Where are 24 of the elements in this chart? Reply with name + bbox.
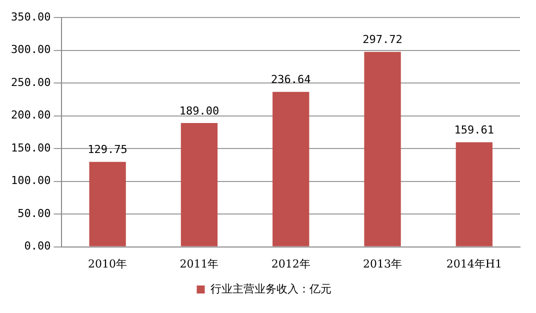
legend-label: 行业主营业务收入：亿元 bbox=[210, 282, 332, 296]
data-label: 297.72 bbox=[362, 33, 402, 46]
data-label: 129.75 bbox=[88, 143, 128, 156]
y-tick-label: 50.00 bbox=[18, 206, 51, 220]
y-tick-label: 350.00 bbox=[10, 10, 51, 24]
x-tick-label: 2013年 bbox=[363, 257, 402, 270]
y-tick-label: 300.00 bbox=[10, 43, 51, 56]
y-tick-label: 200.00 bbox=[10, 108, 51, 122]
x-tick-label: 2011年 bbox=[180, 257, 219, 270]
y-tick-label: 150.00 bbox=[10, 141, 51, 154]
bar bbox=[272, 92, 310, 246]
bar bbox=[180, 123, 218, 246]
x-tick-label: 2010年 bbox=[88, 257, 128, 270]
data-label: 189.00 bbox=[179, 104, 220, 118]
data-label: 159.61 bbox=[454, 124, 494, 137]
x-tick-label: 2014年H1 bbox=[446, 257, 502, 270]
bar bbox=[364, 52, 401, 246]
y-tick-label: 100.00 bbox=[10, 174, 51, 188]
x-tick-label: 2012年 bbox=[271, 257, 310, 270]
data-label: 236.64 bbox=[270, 73, 312, 86]
y-tick-label: 0.00 bbox=[24, 240, 51, 253]
bar bbox=[89, 162, 126, 246]
y-tick-label: 250.00 bbox=[10, 76, 51, 89]
bar bbox=[456, 142, 493, 246]
